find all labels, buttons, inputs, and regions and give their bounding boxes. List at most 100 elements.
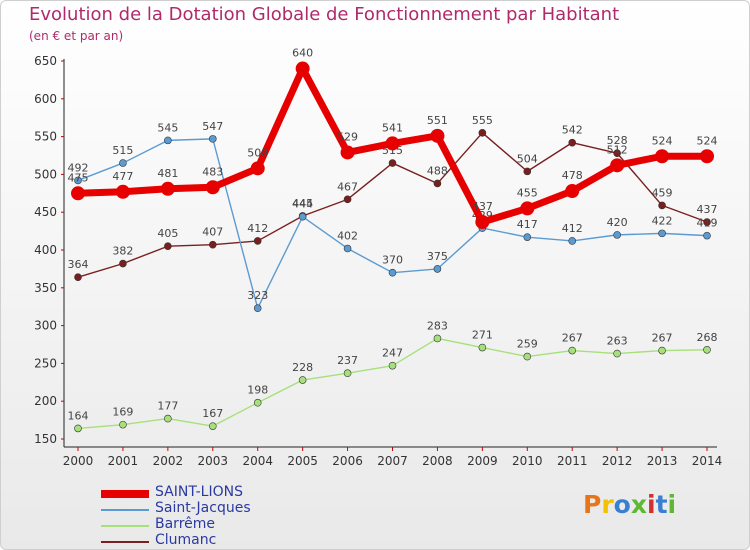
data-point-barr-me xyxy=(208,422,217,430)
y-tick-label: 350 xyxy=(34,281,57,295)
y-tick-label: 250 xyxy=(34,356,57,370)
data-point-saint-jacques xyxy=(298,212,307,221)
data-label-clumanc: 364 xyxy=(68,258,89,271)
legend-swatch-saint-jacques xyxy=(101,509,149,511)
y-tick-label: 300 xyxy=(34,319,57,333)
data-label-saint-jacques: 492 xyxy=(68,161,89,174)
data-point-clumanc xyxy=(613,149,621,158)
data-label-saint-jacques: 545 xyxy=(157,121,178,134)
data-point-barr-me xyxy=(298,376,307,384)
data-point-saint-jacques xyxy=(703,231,711,240)
data-label-saint-lions: 524 xyxy=(652,134,673,147)
data-point-clumanc xyxy=(568,138,577,147)
data-point-barr-me xyxy=(613,349,621,358)
y-tick-label: 650 xyxy=(34,54,57,68)
x-tick-label: 2009 xyxy=(467,454,498,468)
data-label-clumanc: 459 xyxy=(652,186,673,199)
data-label-saint-lions: 512 xyxy=(607,143,628,156)
data-point-barr-me xyxy=(703,345,711,354)
data-label-clumanc: 488 xyxy=(427,164,448,177)
data-point-saint-lions xyxy=(610,158,625,173)
data-label-saint-lions: 541 xyxy=(382,121,403,134)
x-tick-label: 2013 xyxy=(647,454,678,468)
data-point-saint-lions xyxy=(115,184,130,199)
data-label-saint-jacques: 402 xyxy=(337,229,358,242)
data-point-clumanc xyxy=(119,259,127,268)
data-point-saint-jacques xyxy=(433,265,442,273)
data-label-clumanc: 542 xyxy=(562,124,583,137)
data-label-saint-jacques: 412 xyxy=(562,222,583,235)
data-label-saint-jacques: 375 xyxy=(427,250,448,263)
data-label-barr-me: 267 xyxy=(562,332,583,345)
data-label-saint-jacques: 420 xyxy=(607,216,628,229)
data-point-clumanc xyxy=(703,218,711,226)
data-point-barr-me xyxy=(658,346,666,355)
data-label-saint-lions: 478 xyxy=(562,169,583,182)
data-label-saint-lions: 455 xyxy=(517,186,538,199)
data-label-clumanc: 555 xyxy=(472,114,493,127)
data-point-saint-jacques xyxy=(658,229,666,238)
data-point-saint-lions xyxy=(385,136,400,151)
data-label-barr-me: 263 xyxy=(607,335,628,348)
data-point-clumanc xyxy=(74,273,82,282)
data-label-saint-lions: 524 xyxy=(697,134,718,147)
data-label-saint-jacques: 444 xyxy=(292,198,313,211)
data-point-barr-me xyxy=(523,352,532,361)
data-label-barr-me: 247 xyxy=(382,347,403,360)
legend-label-clumanc: Clumanc xyxy=(155,532,217,548)
data-label-saint-lions: 640 xyxy=(292,47,313,60)
legend-label-barreme: Barrême xyxy=(155,516,216,532)
x-tick-label: 2002 xyxy=(153,454,184,468)
data-point-saint-jacques xyxy=(613,231,621,239)
data-label-clumanc: 407 xyxy=(202,226,223,239)
data-label-barr-me: 167 xyxy=(202,407,223,420)
x-tick-label: 2000 xyxy=(63,454,94,468)
data-point-saint-lions xyxy=(475,215,490,230)
data-point-barr-me xyxy=(568,346,577,355)
x-tick-label: 2004 xyxy=(242,454,273,468)
data-label-barr-me: 267 xyxy=(652,332,673,345)
data-point-clumanc xyxy=(253,237,262,245)
x-tick-label: 2010 xyxy=(512,454,543,468)
data-label-saint-lions: 483 xyxy=(202,165,223,178)
data-label-saint-jacques: 417 xyxy=(517,218,538,231)
legend-swatch-barreme xyxy=(101,525,149,527)
data-label-saint-lions: 551 xyxy=(427,114,448,127)
data-point-saint-jacques xyxy=(343,244,352,253)
data-label-barr-me: 271 xyxy=(472,329,493,342)
data-point-clumanc xyxy=(343,195,352,204)
data-point-clumanc xyxy=(478,129,487,137)
y-tick-label: 200 xyxy=(34,394,57,408)
data-point-saint-lions xyxy=(700,149,714,164)
data-label-clumanc: 528 xyxy=(607,134,628,147)
data-point-saint-lions xyxy=(250,161,265,176)
data-point-saint-lions xyxy=(205,180,220,195)
x-tick-label: 2007 xyxy=(377,454,408,468)
data-point-saint-jacques xyxy=(523,233,532,241)
data-point-clumanc xyxy=(208,240,217,249)
data-point-barr-me xyxy=(119,420,127,429)
data-point-clumanc xyxy=(658,201,666,210)
data-label-saint-lions: 508 xyxy=(247,146,268,159)
data-label-barr-me: 164 xyxy=(68,409,89,422)
data-label-clumanc: 504 xyxy=(517,152,538,165)
data-point-saint-jacques xyxy=(119,159,127,167)
data-label-saint-jacques: 323 xyxy=(247,289,268,302)
x-tick-label: 2011 xyxy=(557,454,588,468)
y-tick-label: 400 xyxy=(34,243,57,257)
data-point-saint-jacques xyxy=(388,268,397,277)
data-point-barr-me xyxy=(433,334,442,343)
y-tick-label: 500 xyxy=(34,167,57,181)
data-label-clumanc: 412 xyxy=(247,222,268,235)
data-label-saint-jacques: 515 xyxy=(112,144,133,157)
data-label-saint-jacques: 547 xyxy=(202,120,223,133)
data-point-clumanc xyxy=(388,159,397,167)
y-tick-label: 150 xyxy=(34,432,57,446)
data-point-saint-lions xyxy=(340,145,355,160)
data-point-barr-me xyxy=(74,424,82,433)
data-label-saint-lions: 477 xyxy=(112,170,133,183)
chart-title: Evolution de la Dotation Globale de Fonc… xyxy=(29,4,620,25)
data-label-saint-lions: 481 xyxy=(157,167,178,180)
data-label-barr-me: 198 xyxy=(247,384,268,397)
